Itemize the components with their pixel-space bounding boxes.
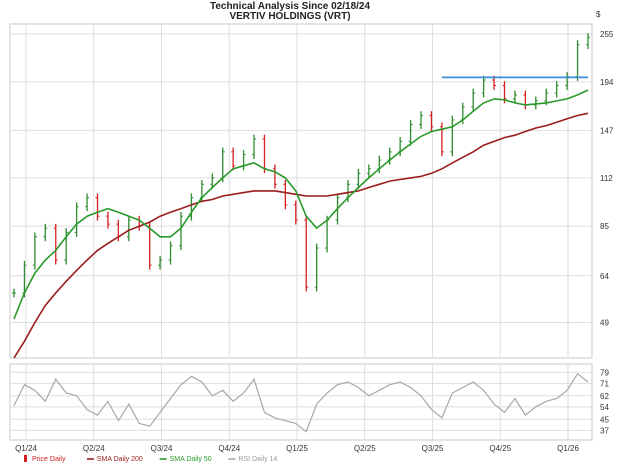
rsi-panel-frame	[9, 363, 593, 441]
price-y-tick-label: 112	[600, 174, 613, 183]
rsi-line	[13, 372, 589, 433]
rsi-y-tick-label: 71	[600, 379, 609, 388]
currency-symbol: $	[596, 10, 601, 19]
rsi-y-tick-label: 37	[600, 426, 609, 435]
sma-50-line	[13, 89, 589, 320]
legend-label: SMA Daily 50	[170, 456, 212, 463]
rsi-y-axis: 79 71 62 54 45 37	[600, 368, 609, 435]
x-tick-label: Q4/24	[218, 444, 240, 453]
price-y-tick-label: 64	[600, 272, 609, 281]
chart-title: Technical Analysis Since 02/18/24	[210, 1, 371, 12]
legend-marker	[24, 455, 27, 462]
rsi-panel-grid	[9, 363, 593, 441]
x-axis: Q1/24 Q2/24 Q3/24 Q4/24 Q1/25 Q2/25 Q3/25 Q4/25…	[15, 444, 579, 453]
rsi-series	[13, 372, 589, 433]
x-tick-label: Q4/25	[489, 444, 511, 453]
price-y-axis: 255 194 147 112 85 64 49	[600, 30, 614, 328]
rsi-y-tick-label: 54	[600, 403, 609, 412]
legend-label: RSI Daily 14	[238, 456, 277, 463]
rsi-y-tick-label: 45	[600, 415, 609, 424]
legend-label: Price Daily	[32, 456, 66, 463]
price-y-tick-label: 255	[600, 30, 614, 39]
price-y-tick-label: 147	[600, 126, 614, 135]
price-panel-grid	[9, 23, 593, 359]
sma-200-line	[13, 112, 589, 359]
rsi-y-tick-label: 62	[600, 392, 609, 401]
price-y-tick-label: 194	[600, 78, 614, 87]
price-panel-frame	[9, 23, 593, 359]
price-y-tick-label: 85	[600, 222, 609, 231]
x-tick-label: Q1/26	[557, 444, 579, 453]
legend: Price Daily SMA Daily 200 SMA Daily 50 RSI …	[24, 455, 277, 463]
x-tick-label: Q3/25	[422, 444, 444, 453]
moving-averages	[13, 89, 589, 359]
x-tick-label: Q1/25	[286, 444, 308, 453]
x-tick-label: Q2/25	[354, 444, 376, 453]
chart-subtitle: VERTIV HOLDINGS (VRT)	[229, 11, 350, 22]
x-tick-label: Q1/24	[15, 444, 37, 453]
price-y-tick-label: 49	[600, 319, 609, 328]
x-tick-label: Q3/24	[151, 444, 173, 453]
legend-label: SMA Daily 200	[97, 456, 143, 463]
x-tick-label: Q2/24	[83, 444, 105, 453]
rsi-y-tick-label: 79	[600, 368, 609, 377]
